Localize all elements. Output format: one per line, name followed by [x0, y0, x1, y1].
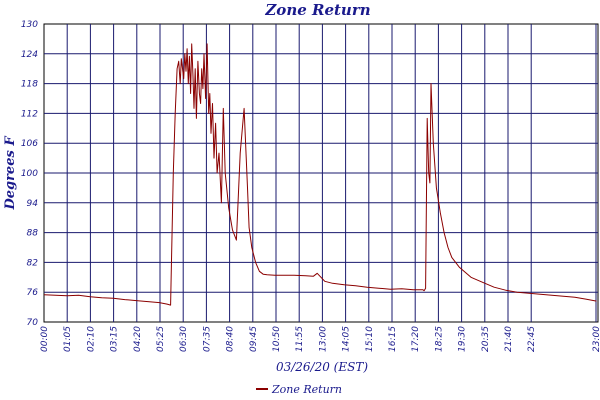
x-tick-label: 07:35: [202, 326, 212, 352]
x-tick-label: 05:25: [156, 326, 166, 352]
x-tick-label: 00:00: [40, 326, 50, 352]
y-tick-label: 100: [21, 169, 38, 179]
x-tick-label: 19:30: [458, 326, 468, 352]
x-tick-label: 13:00: [318, 326, 328, 352]
x-tick-label: 18:25: [434, 326, 444, 352]
y-tick-label: 118: [21, 80, 38, 90]
y-tick-label: 130: [21, 20, 38, 30]
y-tick-label: 76: [27, 288, 39, 298]
x-tick-label: 10:50: [272, 326, 282, 352]
x-tick-label: 09:45: [249, 326, 259, 352]
y-tick-labels: 70 76 82 88 94 100 106 112 118 124 130: [21, 20, 38, 328]
chart-title: Zone Return: [264, 1, 370, 19]
y-tick-label: 124: [21, 50, 38, 60]
y-tick-label: 106: [21, 139, 38, 149]
grid-lines: [44, 24, 598, 322]
y-axis-label: Degrees F: [3, 136, 18, 211]
x-tick-label: 23:00: [592, 326, 600, 352]
y-tick-label: 94: [27, 199, 39, 209]
x-tick-label: 06:30: [179, 326, 189, 352]
x-tick-label: 15:10: [365, 326, 375, 352]
series-layer: [43, 43, 597, 306]
x-tick-labels: 00:00 01:05 02:10 03:15 04:20 05:25 06:30 07:35…: [40, 326, 600, 352]
y-tick-label: 88: [27, 229, 39, 239]
legend-label: Zone Return: [271, 383, 342, 396]
x-tick-label: 01:05: [63, 326, 73, 352]
y-tick-label: 112: [21, 109, 38, 119]
x-tick-label: 03:15: [110, 326, 120, 352]
x-tick-label: 14:05: [342, 326, 352, 352]
x-tick-label: 04:20: [133, 326, 143, 352]
x-tick-label: 16:15: [388, 326, 398, 352]
y-tick-label: 82: [27, 258, 39, 268]
x-axis-label: 03/26/20 (EST): [276, 360, 368, 374]
x-tick-label: 08:40: [226, 326, 236, 352]
y-tick-label: 70: [27, 318, 39, 328]
x-tick-label: 22:45: [527, 326, 537, 352]
x-tick-label: 21:40: [504, 326, 514, 352]
series-line: [43, 43, 597, 306]
x-tick-label: 02:10: [86, 326, 96, 352]
x-tick-label: 17:20: [411, 326, 421, 352]
x-tick-label: 11:55: [295, 326, 305, 352]
x-tick-label: 20:35: [481, 326, 491, 352]
